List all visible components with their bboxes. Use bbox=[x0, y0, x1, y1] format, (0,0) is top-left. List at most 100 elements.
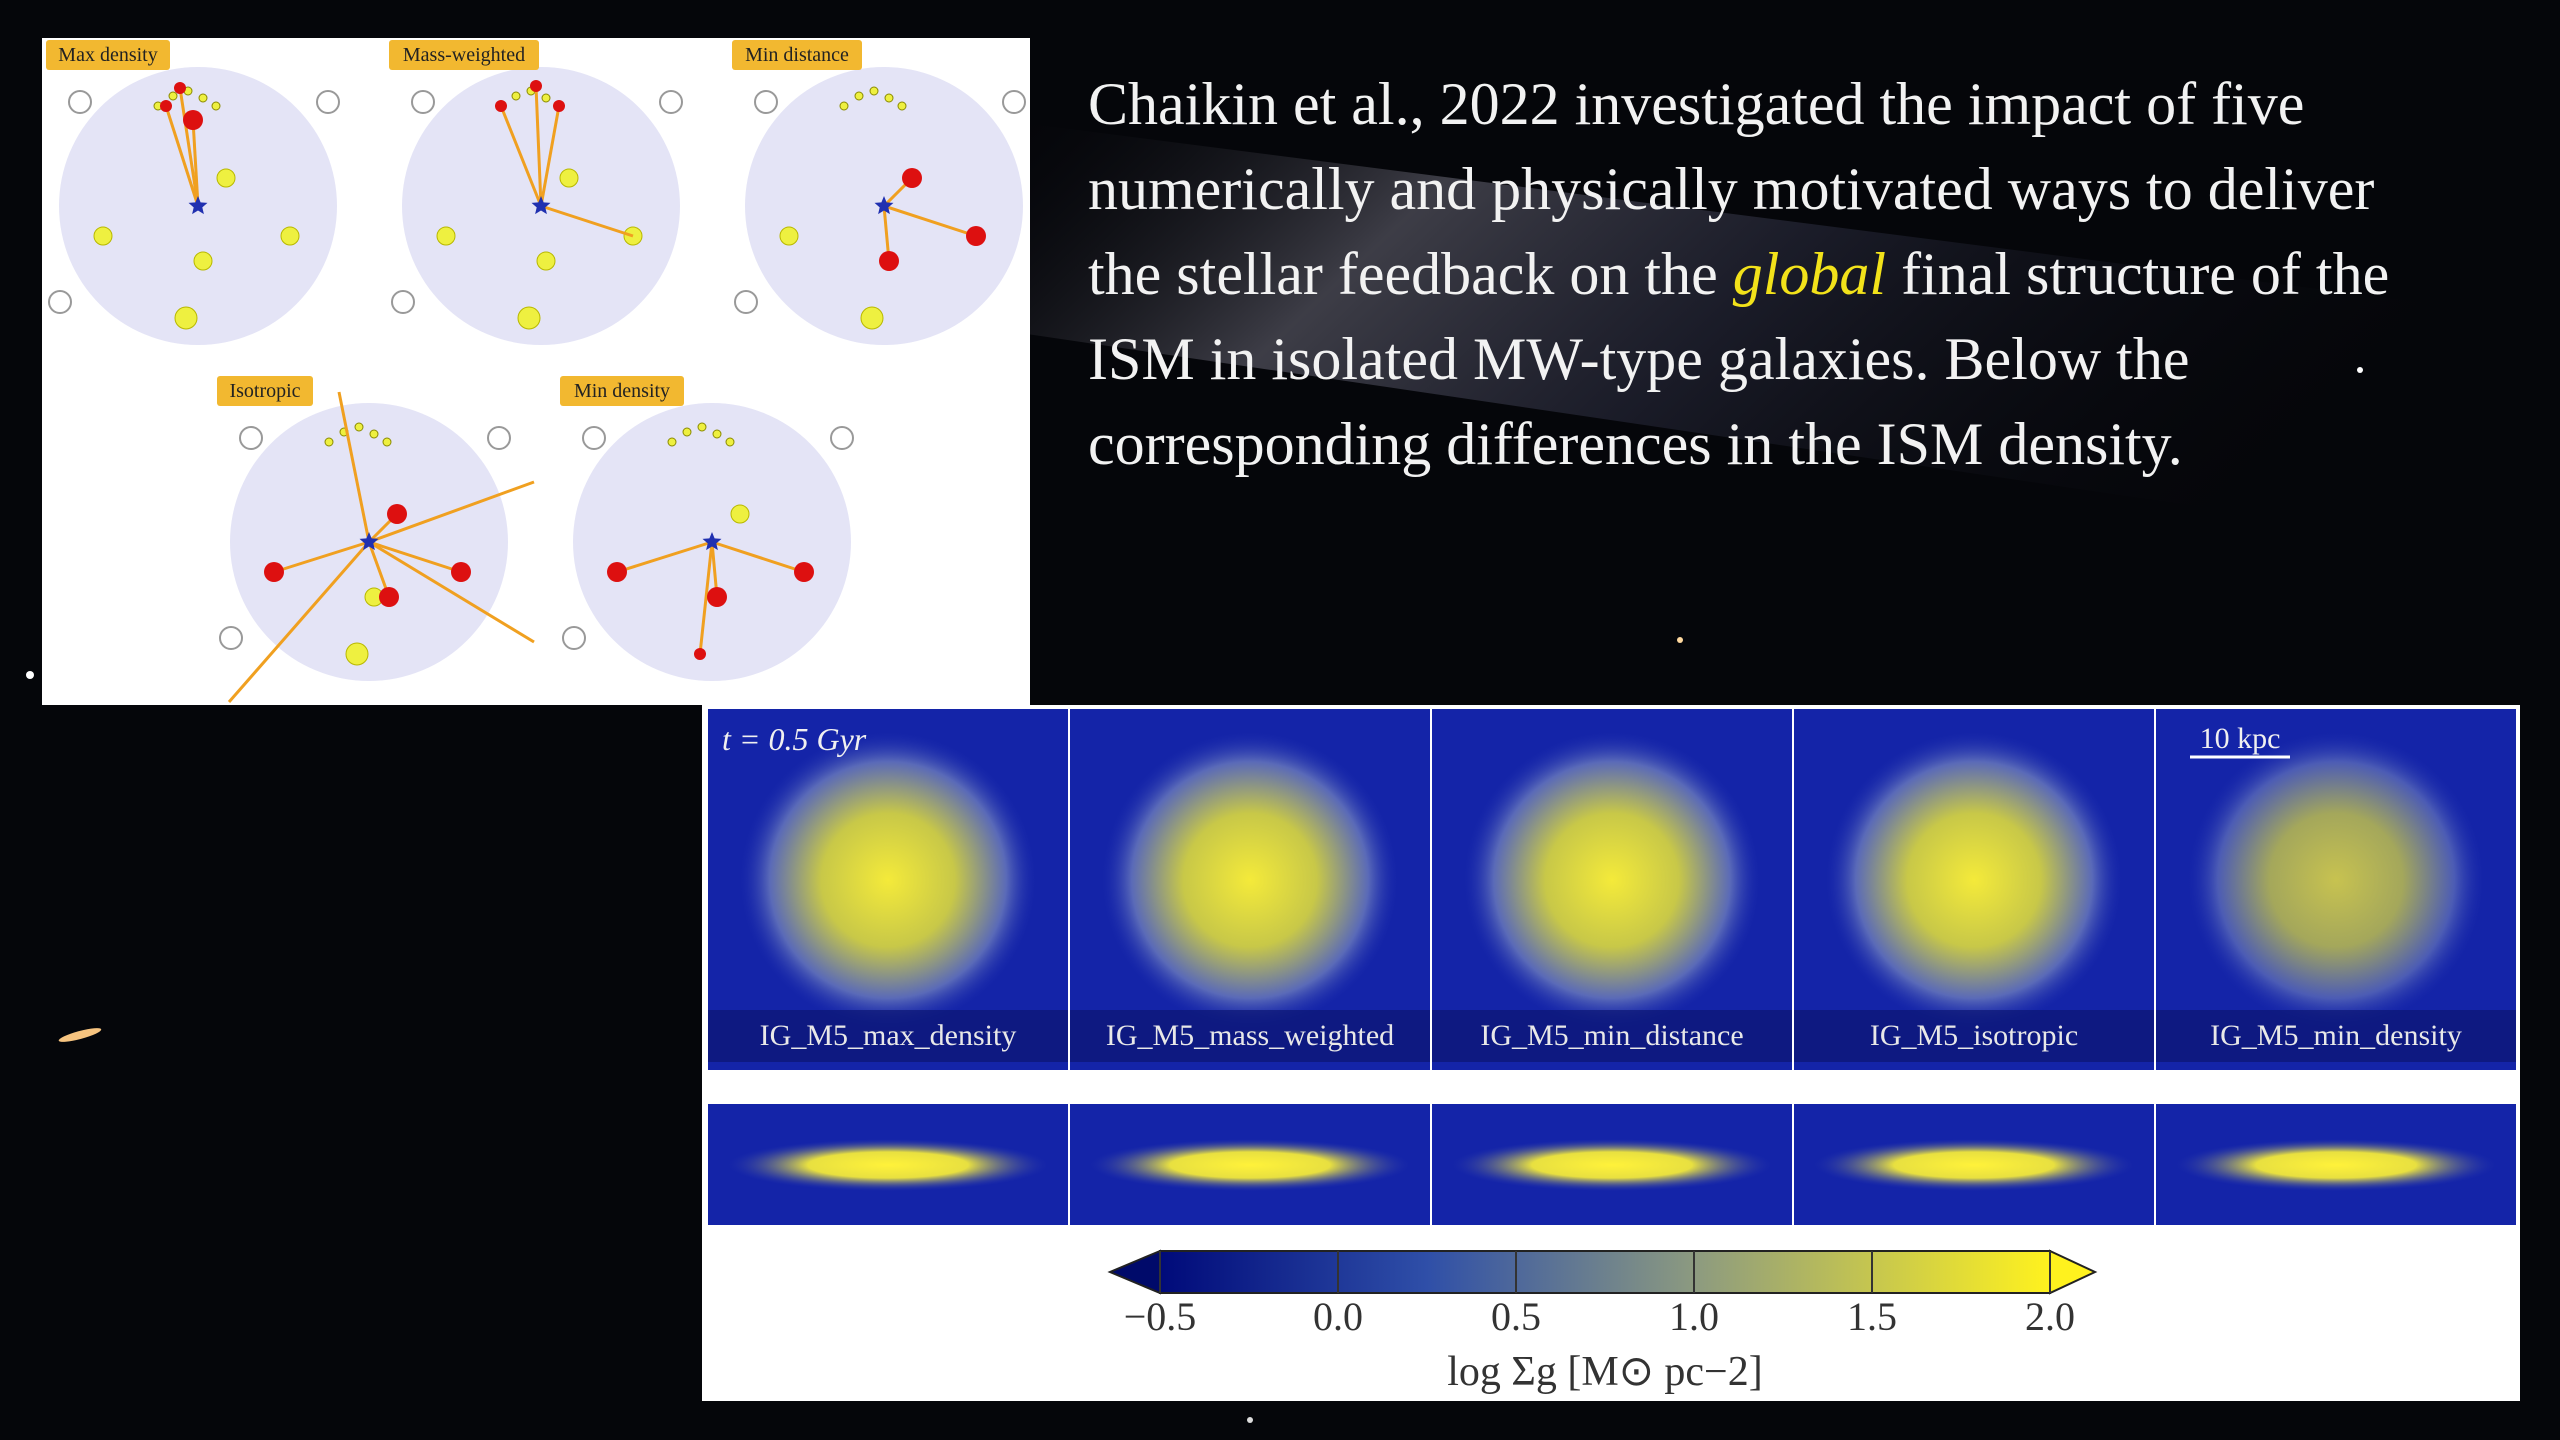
feedback-ray bbox=[178, 87, 200, 207]
colorbar bbox=[1159, 1250, 2051, 1294]
yellow-particle bbox=[436, 226, 456, 246]
red-particle bbox=[694, 648, 706, 660]
hollow-particle bbox=[487, 426, 511, 450]
colorbar-tick-label: 1.0 bbox=[1669, 1294, 1719, 1339]
label-box bbox=[46, 40, 170, 70]
small-particle bbox=[511, 91, 521, 101]
star bbox=[26, 671, 34, 679]
small-particle bbox=[667, 437, 677, 447]
feedback-ray bbox=[368, 480, 535, 544]
label-box bbox=[389, 40, 539, 70]
yellow-particle bbox=[779, 226, 799, 246]
label-strip bbox=[1794, 1010, 2154, 1062]
small-particle bbox=[168, 91, 178, 101]
figure-group: IG_M5_max_density IG_M5_mass_weighted IG_M… bbox=[708, 709, 2516, 1395]
star-particle bbox=[359, 532, 379, 551]
hollow-particle bbox=[754, 90, 778, 114]
yellow-particle bbox=[280, 226, 300, 246]
yellow-particle bbox=[93, 226, 113, 246]
red-particle bbox=[160, 100, 172, 112]
diagram-label: Mass-weighted bbox=[403, 44, 525, 66]
galaxy-edge-on bbox=[1814, 1139, 2134, 1191]
galaxy-face-on bbox=[1464, 732, 1760, 1028]
label-strip bbox=[2156, 1010, 2516, 1062]
diagram-label: Max density bbox=[58, 44, 157, 66]
hollow-particle bbox=[316, 90, 340, 114]
star bbox=[1677, 637, 1683, 643]
red-particle bbox=[707, 587, 727, 607]
galaxy-face-on bbox=[1102, 732, 1398, 1028]
hollow-particle bbox=[48, 290, 72, 314]
feedback-ray bbox=[534, 85, 543, 207]
hollow-particle bbox=[659, 90, 683, 114]
feedback-ray bbox=[711, 540, 805, 574]
hollow-particle bbox=[68, 90, 92, 114]
feedback-ray bbox=[698, 541, 714, 655]
panel-label: IG_M5_max_density bbox=[760, 1019, 1017, 1052]
red-particle bbox=[607, 562, 627, 582]
hollow-particle bbox=[411, 90, 435, 114]
feedback-ray bbox=[883, 204, 977, 238]
emphasis: global bbox=[1732, 241, 1887, 307]
label-strip bbox=[1432, 1010, 1792, 1062]
star-particle bbox=[188, 196, 208, 215]
panel-label: IG_M5_isotropic bbox=[1870, 1019, 2078, 1052]
description: Chaikin et al., 2022 investigated the im… bbox=[1088, 62, 2448, 487]
yellow-particle bbox=[174, 306, 198, 330]
yellow-particle bbox=[559, 168, 579, 188]
small-particle bbox=[682, 427, 692, 437]
label-box bbox=[732, 40, 862, 70]
star bbox=[1247, 1417, 1253, 1423]
yellow-particle bbox=[193, 251, 213, 271]
small-particle bbox=[369, 429, 379, 439]
label-box bbox=[560, 376, 684, 406]
scale-label: 10 kpc bbox=[2200, 722, 2281, 755]
feedback-ray bbox=[499, 105, 543, 207]
star-particle bbox=[702, 532, 722, 551]
small-particle bbox=[697, 422, 707, 432]
star-particle bbox=[531, 196, 551, 215]
feedback-ray bbox=[337, 391, 371, 543]
galaxy-edge-on bbox=[2176, 1139, 2496, 1191]
red-particle bbox=[183, 110, 203, 130]
hollow-particle bbox=[582, 426, 606, 450]
small-particle bbox=[198, 93, 208, 103]
small-particle bbox=[541, 93, 551, 103]
red-particle bbox=[264, 562, 284, 582]
colorbar-tick-label: −0.5 bbox=[1124, 1294, 1197, 1339]
colorbar-tick-label: 0.5 bbox=[1491, 1294, 1541, 1339]
label-box bbox=[217, 376, 313, 406]
milky-way-band bbox=[1000, 120, 2560, 560]
yellow-particle bbox=[345, 642, 369, 666]
hollow-particle bbox=[219, 626, 243, 650]
galaxy-face-on bbox=[1826, 732, 2122, 1028]
diagram-group: Max density Mass-weighted Min distance Isot… bbox=[46, 40, 1026, 703]
hollow-particle bbox=[562, 626, 586, 650]
yellow-particle bbox=[860, 306, 884, 330]
feedback-ray bbox=[368, 540, 535, 644]
feedback-ray bbox=[273, 540, 370, 574]
feedback-ray bbox=[540, 204, 634, 238]
small-particle bbox=[382, 437, 392, 447]
small-particle bbox=[854, 91, 864, 101]
red-particle bbox=[553, 100, 565, 112]
label-strip bbox=[1070, 1010, 1430, 1062]
time-label: t = 0.5 Gyr bbox=[722, 721, 867, 757]
feedback-ray bbox=[616, 540, 713, 574]
red-particle bbox=[879, 251, 899, 271]
feedback-ray bbox=[368, 540, 462, 574]
small-particle bbox=[725, 437, 735, 447]
panel-label: IG_M5_min_density bbox=[2210, 1019, 2462, 1052]
red-particle bbox=[902, 168, 922, 188]
galaxy-face-on bbox=[740, 732, 1036, 1028]
feedback-ray bbox=[164, 105, 200, 207]
red-particle bbox=[451, 562, 471, 582]
colorbar-tick-label: 0.0 bbox=[1313, 1294, 1363, 1339]
colorbar-tick-label: 2.0 bbox=[2025, 1294, 2075, 1339]
small-particle bbox=[839, 101, 849, 111]
small-particle bbox=[324, 437, 334, 447]
red-particle bbox=[794, 562, 814, 582]
panel-label: IG_M5_min_distance bbox=[1480, 1019, 1743, 1052]
